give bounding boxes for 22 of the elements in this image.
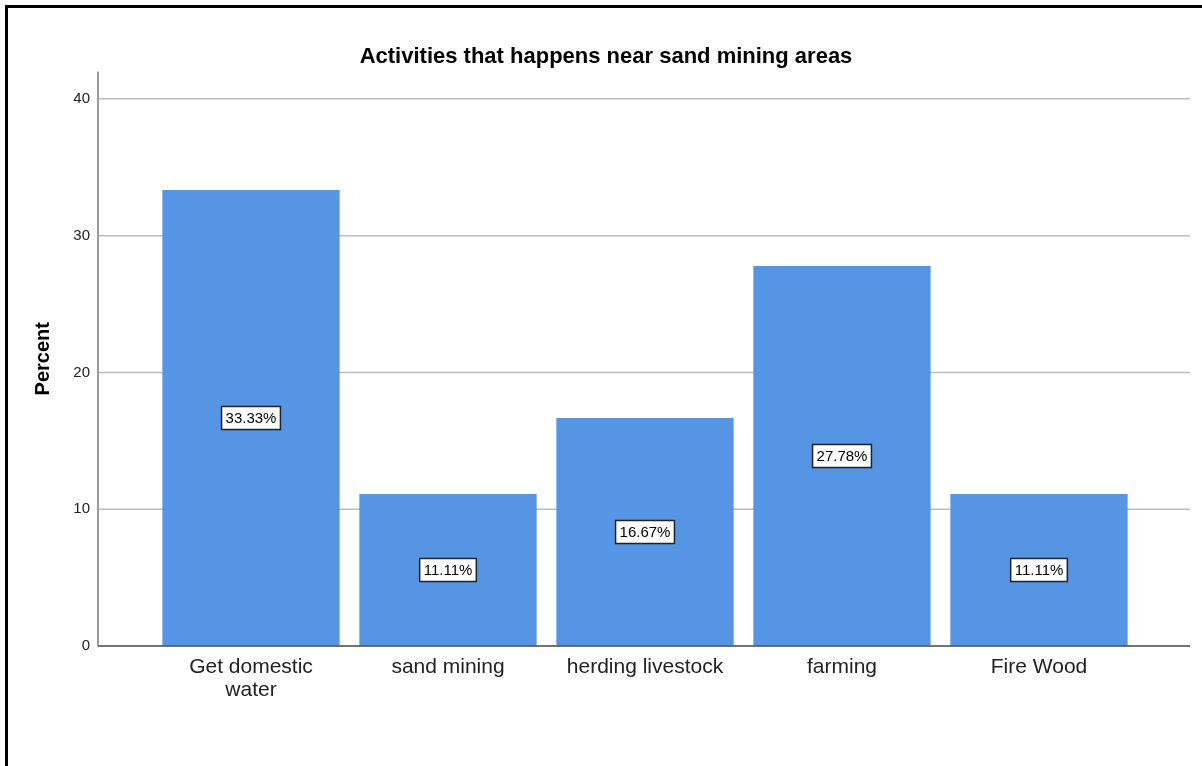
x-tick-label: Get domestic water bbox=[189, 654, 313, 701]
data-label: 11.11% bbox=[1014, 561, 1064, 579]
data-label: 27.78% bbox=[816, 447, 868, 465]
bar bbox=[359, 494, 537, 646]
y-tick-label: 0 bbox=[81, 636, 90, 654]
y-tick-label: 10 bbox=[73, 499, 90, 517]
bar bbox=[556, 417, 734, 646]
bar bbox=[753, 266, 931, 646]
y-axis-title: Percent bbox=[30, 321, 53, 396]
x-tick-label: Fire Wood bbox=[990, 654, 1088, 678]
y-tick-label: 40 bbox=[73, 89, 90, 106]
x-tick-label: sand mining bbox=[391, 654, 505, 678]
x-tick-label: herding livestock bbox=[566, 654, 724, 678]
x-tick-label: farming bbox=[806, 654, 878, 678]
data-label: 16.67% bbox=[619, 523, 671, 541]
bar bbox=[162, 190, 340, 646]
bar bbox=[950, 494, 1128, 646]
data-label: 11.11% bbox=[423, 561, 473, 579]
data-label: 33.33% bbox=[225, 409, 277, 427]
y-tick-label: 30 bbox=[73, 225, 90, 243]
chart-title: Activities that happens near sand mining areas bbox=[359, 42, 853, 68]
y-tick-label: 20 bbox=[73, 362, 90, 380]
